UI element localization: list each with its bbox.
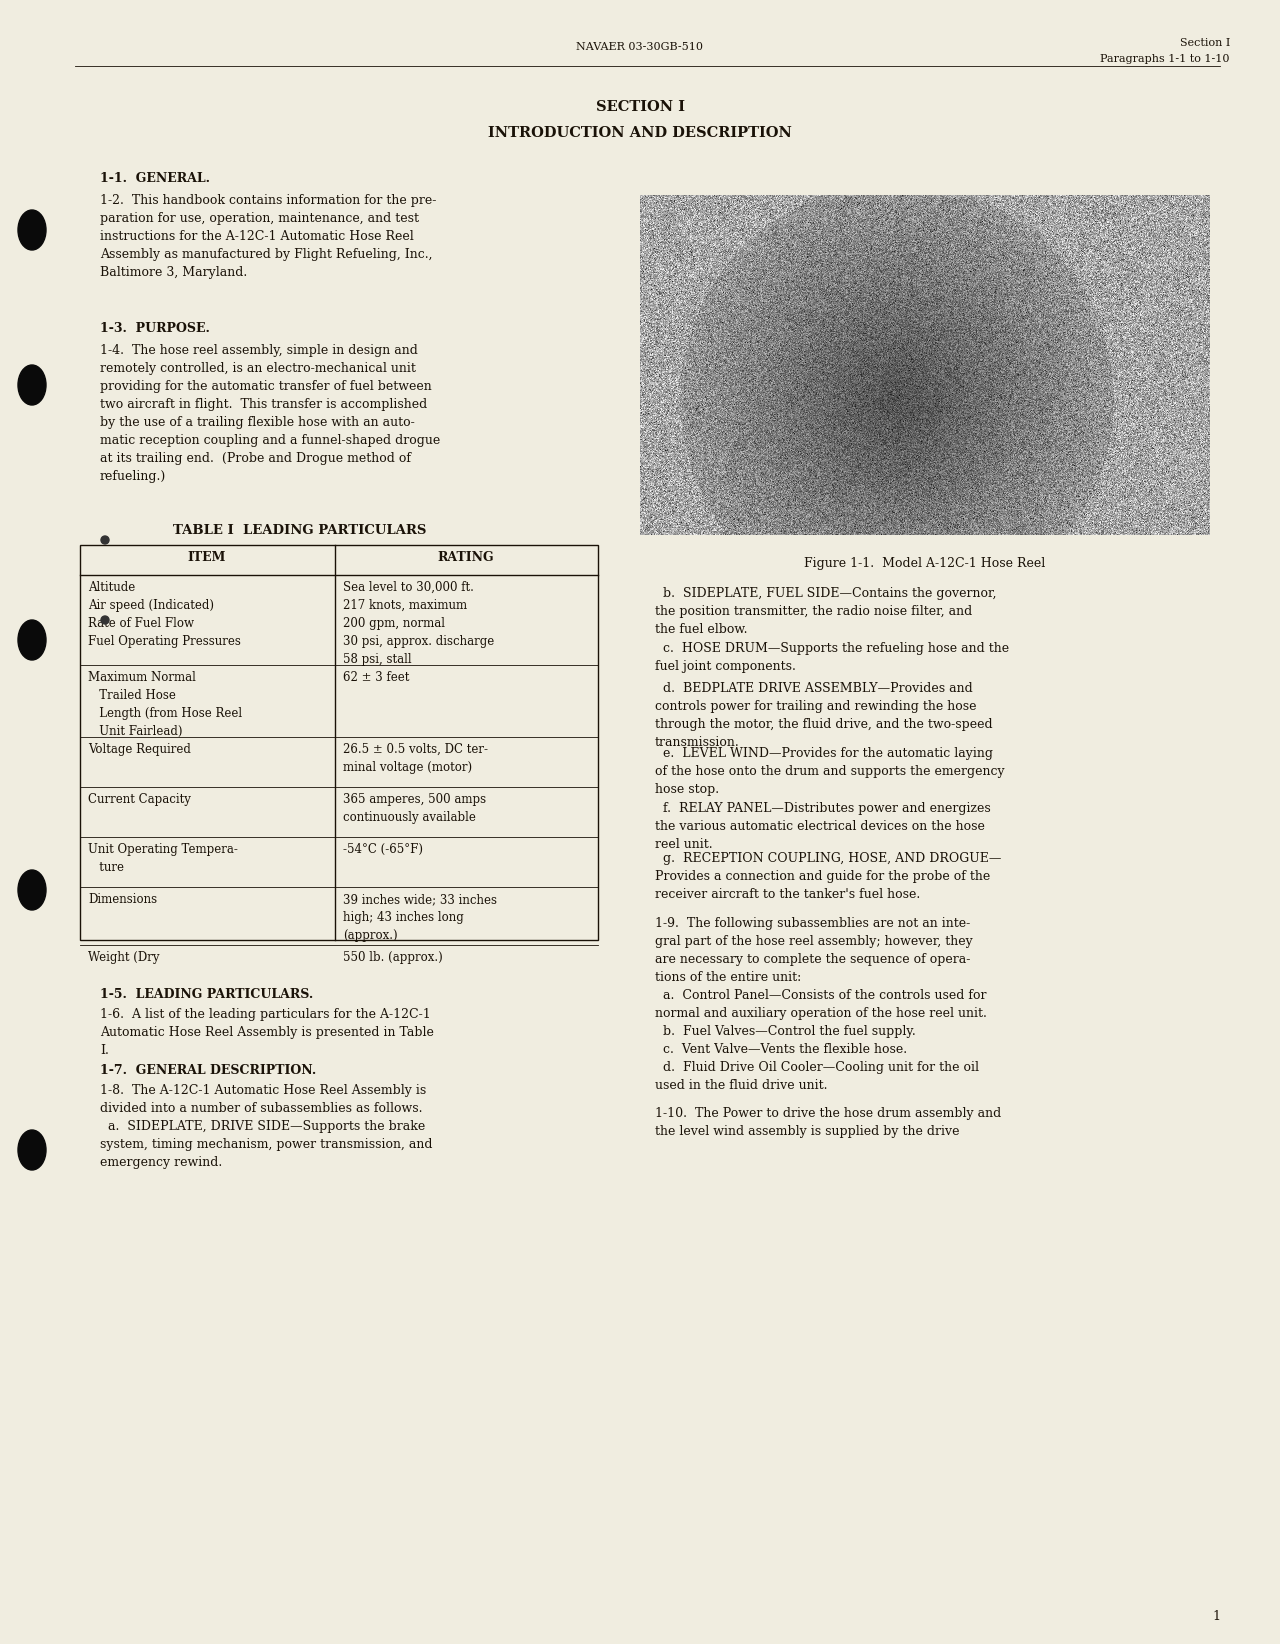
Text: 1-5.  LEADING PARTICULARS.: 1-5. LEADING PARTICULARS. bbox=[100, 988, 314, 1001]
Text: Dimensions: Dimensions bbox=[88, 893, 157, 906]
Text: 1-3.  PURPOSE.: 1-3. PURPOSE. bbox=[100, 322, 210, 335]
Ellipse shape bbox=[18, 1129, 46, 1171]
Text: TABLE I  LEADING PARTICULARS: TABLE I LEADING PARTICULARS bbox=[173, 524, 426, 538]
Ellipse shape bbox=[18, 870, 46, 911]
Text: Sea level to 30,000 ft.
217 knots, maximum
200 gpm, normal
30 psi, approx. disch: Sea level to 30,000 ft. 217 knots, maxim… bbox=[343, 580, 494, 666]
Text: 62 ± 3 feet: 62 ± 3 feet bbox=[343, 671, 410, 684]
Text: SECTION I: SECTION I bbox=[595, 100, 685, 113]
Text: RATING: RATING bbox=[438, 551, 494, 564]
Text: 1-7.  GENERAL DESCRIPTION.: 1-7. GENERAL DESCRIPTION. bbox=[100, 1064, 316, 1077]
Text: g.  RECEPTION COUPLING, HOSE, AND DROGUE—
Provides a connection and guide for th: g. RECEPTION COUPLING, HOSE, AND DROGUE—… bbox=[655, 852, 1001, 901]
Circle shape bbox=[101, 616, 109, 625]
Text: 26.5 ± 0.5 volts, DC ter-
minal voltage (motor): 26.5 ± 0.5 volts, DC ter- minal voltage … bbox=[343, 743, 488, 774]
Text: e.  LEVEL WIND—Provides for the automatic laying
of the hose onto the drum and s: e. LEVEL WIND—Provides for the automatic… bbox=[655, 746, 1005, 796]
Ellipse shape bbox=[18, 620, 46, 659]
Ellipse shape bbox=[18, 210, 46, 250]
Text: ITEM: ITEM bbox=[188, 551, 227, 564]
Text: b.  SIDEPLATE, FUEL SIDE—Contains the governor,
the position transmitter, the ra: b. SIDEPLATE, FUEL SIDE—Contains the gov… bbox=[655, 587, 997, 636]
Text: Current Capacity: Current Capacity bbox=[88, 792, 191, 806]
Bar bbox=[79, 546, 598, 940]
Text: Figure 1-1.  Model A-12C-1 Hose Reel: Figure 1-1. Model A-12C-1 Hose Reel bbox=[804, 557, 1046, 570]
Text: c.  HOSE DRUM—Supports the refueling hose and the
fuel joint components.: c. HOSE DRUM—Supports the refueling hose… bbox=[655, 643, 1009, 672]
Text: Weight (Dry: Weight (Dry bbox=[88, 950, 160, 963]
Ellipse shape bbox=[18, 365, 46, 404]
Text: 550 lb. (approx.): 550 lb. (approx.) bbox=[343, 950, 443, 963]
Text: 39 inches wide; 33 inches
high; 43 inches long
(approx.): 39 inches wide; 33 inches high; 43 inche… bbox=[343, 893, 497, 942]
Text: Paragraphs 1-1 to 1-10: Paragraphs 1-1 to 1-10 bbox=[1101, 54, 1230, 64]
Text: f.  RELAY PANEL—Distributes power and energizes
the various automatic electrical: f. RELAY PANEL—Distributes power and ene… bbox=[655, 802, 991, 852]
Text: Section I: Section I bbox=[1180, 38, 1230, 48]
Text: 1-1.  GENERAL.: 1-1. GENERAL. bbox=[100, 173, 210, 186]
Text: Unit Operating Tempera-
   ture: Unit Operating Tempera- ture bbox=[88, 843, 238, 875]
Text: 1: 1 bbox=[1212, 1609, 1220, 1623]
Text: 1-9.  The following subassemblies are not an inte-
gral part of the hose reel as: 1-9. The following subassemblies are not… bbox=[655, 917, 987, 1092]
Circle shape bbox=[101, 536, 109, 544]
Text: 1-8.  The A-12C-1 Automatic Hose Reel Assembly is
divided into a number of subas: 1-8. The A-12C-1 Automatic Hose Reel Ass… bbox=[100, 1083, 433, 1169]
Text: INTRODUCTION AND DESCRIPTION: INTRODUCTION AND DESCRIPTION bbox=[488, 127, 792, 140]
Text: -54°C (-65°F): -54°C (-65°F) bbox=[343, 843, 422, 857]
Text: 1-4.  The hose reel assembly, simple in design and
remotely controlled, is an el: 1-4. The hose reel assembly, simple in d… bbox=[100, 344, 440, 483]
Text: d.  BEDPLATE DRIVE ASSEMBLY—Provides and
controls power for trailing and rewindi: d. BEDPLATE DRIVE ASSEMBLY—Provides and … bbox=[655, 682, 992, 750]
Text: NAVAER 03-30GB-510: NAVAER 03-30GB-510 bbox=[576, 43, 704, 53]
Text: 1-10.  The Power to drive the hose drum assembly and
the level wind assembly is : 1-10. The Power to drive the hose drum a… bbox=[655, 1106, 1001, 1138]
Text: Maximum Normal
   Trailed Hose
   Length (from Hose Reel
   Unit Fairlead): Maximum Normal Trailed Hose Length (from… bbox=[88, 671, 242, 738]
Text: 1-2.  This handbook contains information for the pre-
paration for use, operatio: 1-2. This handbook contains information … bbox=[100, 194, 436, 279]
Text: Altitude
Air speed (Indicated)
Rate of Fuel Flow
Fuel Operating Pressures: Altitude Air speed (Indicated) Rate of F… bbox=[88, 580, 241, 648]
Text: 1-6.  A list of the leading particulars for the A-12C-1
Automatic Hose Reel Asse: 1-6. A list of the leading particulars f… bbox=[100, 1008, 434, 1057]
Text: 365 amperes, 500 amps
continuously available: 365 amperes, 500 amps continuously avail… bbox=[343, 792, 486, 824]
Text: Voltage Required: Voltage Required bbox=[88, 743, 191, 756]
